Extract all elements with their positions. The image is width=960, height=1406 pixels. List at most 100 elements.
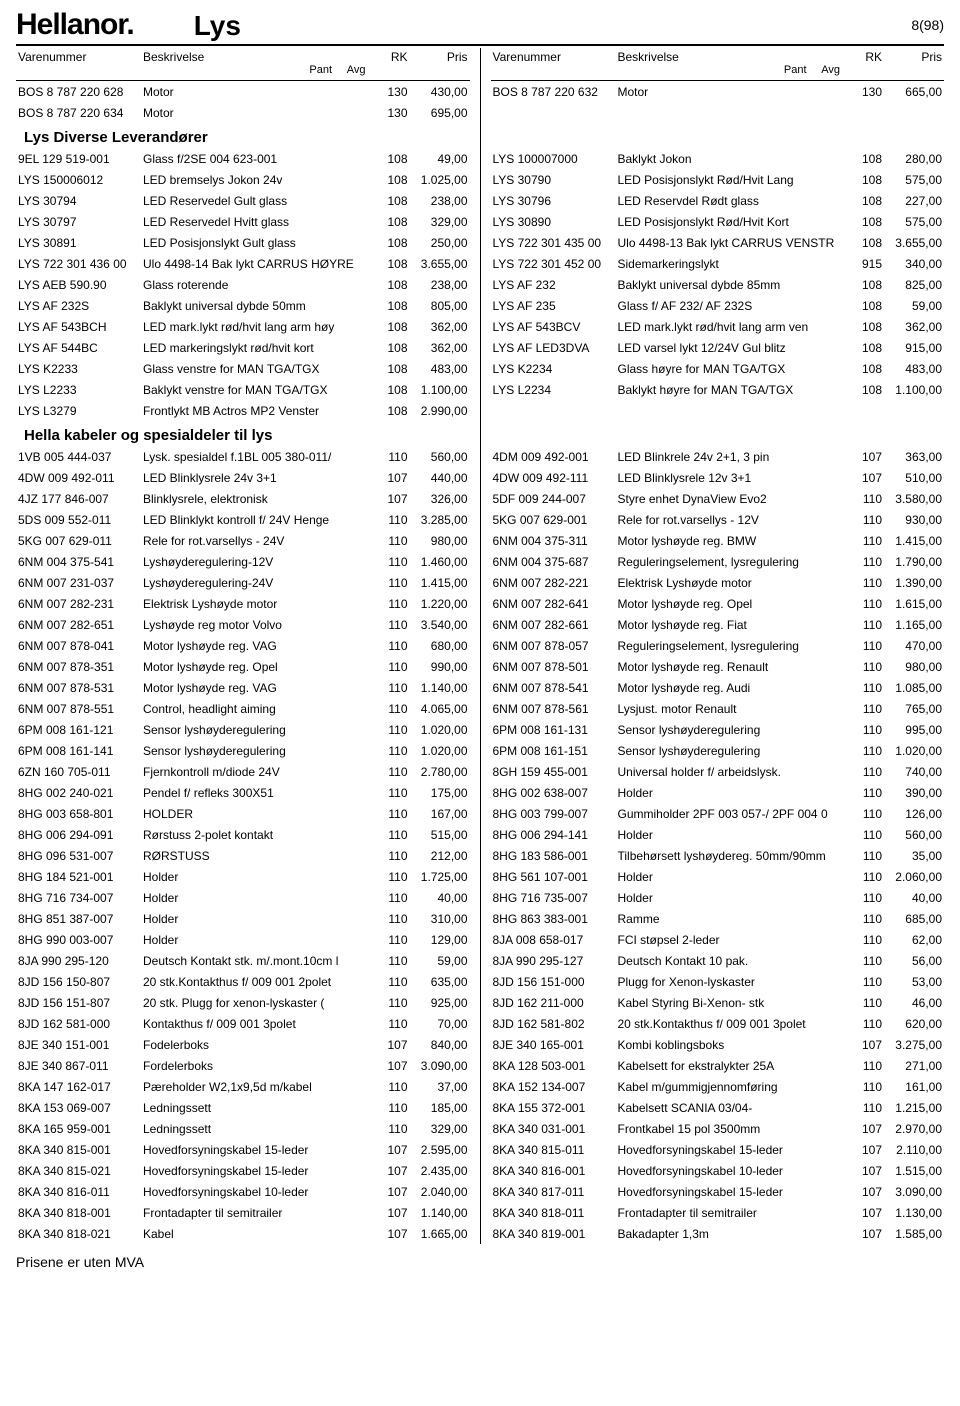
cell-varenummer: 5DF 009 244-007: [491, 488, 616, 509]
cell-varenummer: 6NM 007 878-351: [16, 656, 141, 677]
cell-rk: 107: [374, 1160, 410, 1181]
cell-beskrivelse: Holder: [141, 908, 374, 929]
cell-rk: 108: [848, 274, 884, 295]
table-row: 8JD 156 150-80720 stk.Kontakthus f/ 009 …: [16, 971, 470, 992]
cell-varenummer: 8KA 340 818-021: [16, 1223, 141, 1244]
section-title: Lys Diverse Leverandører: [16, 123, 470, 148]
cell-rk: 110: [848, 971, 884, 992]
cell-pris: 925,00: [410, 992, 470, 1013]
logo: Hellanor.: [16, 8, 134, 42]
cell-pris: 46,00: [884, 992, 944, 1013]
cell-varenummer: LYS 722 301 452 00: [491, 253, 616, 274]
cell-rk: 108: [848, 316, 884, 337]
cell-beskrivelse: Frontlykt MB Actros MP2 Venster: [141, 400, 374, 421]
cell-varenummer: 8HG 183 586-001: [491, 845, 616, 866]
cell-beskrivelse: Holder: [141, 929, 374, 950]
col-pant-avg: Pant Avg: [618, 64, 847, 76]
price-table-left: Varenummer Beskrivelse Pant Avg RK Pris …: [16, 48, 470, 1244]
cell-varenummer: 8KA 340 815-021: [16, 1160, 141, 1181]
cell-varenummer: 4DW 009 492-011: [16, 467, 141, 488]
cell-rk: 107: [848, 1181, 884, 1202]
cell-varenummer: 6PM 008 161-141: [16, 740, 141, 761]
cell-pris: 40,00: [410, 887, 470, 908]
cell-beskrivelse: Motor lyshøyde reg. Audi: [616, 677, 849, 698]
cell-beskrivelse: Motor lyshøyde reg. BMW: [616, 530, 849, 551]
cell-pris: 1.165,00: [884, 614, 944, 635]
table-row: 6NM 007 878-551Control, headlight aiming…: [16, 698, 470, 719]
table-row: 8HG 002 638-007Holder110390,00: [491, 782, 945, 803]
cell-beskrivelse: LED markeringslykt rød/hvit kort: [141, 337, 374, 358]
table-row: LYS K2233Glass venstre for MAN TGA/TGX10…: [16, 358, 470, 379]
cell-pris: 2.780,00: [410, 761, 470, 782]
cell-varenummer: 4DW 009 492-111: [491, 467, 616, 488]
table-row: LYS AF LED3DVALED varsel lykt 12/24V Gul…: [491, 337, 945, 358]
cell-beskrivelse: LED Reservedel Hvitt glass: [141, 211, 374, 232]
cell-varenummer: 6NM 007 282-641: [491, 593, 616, 614]
cell-varenummer: 8JD 156 151-000: [491, 971, 616, 992]
cell-rk: 108: [374, 400, 410, 421]
cell-varenummer: 8KA 152 134-007: [491, 1076, 616, 1097]
cell-varenummer: LYS 722 301 436 00: [16, 253, 141, 274]
cell-rk: 108: [374, 295, 410, 316]
cell-rk: 110: [374, 572, 410, 593]
cell-rk: 108: [848, 337, 884, 358]
cell-rk: 110: [374, 887, 410, 908]
cell-varenummer: LYS L3279: [16, 400, 141, 421]
cell-varenummer: 6PM 008 161-121: [16, 719, 141, 740]
cell-beskrivelse: Motor lyshøyde reg. VAG: [141, 635, 374, 656]
table-row: LYS L2233Baklykt venstre for MAN TGA/TGX…: [16, 379, 470, 400]
cell-pris: 980,00: [410, 530, 470, 551]
cell-pris: 483,00: [884, 358, 944, 379]
table-row: 6NM 007 878-541Motor lyshøyde reg. Audi1…: [491, 677, 945, 698]
table-row: 8KA 147 162-017Pæreholder W2,1x9,5d m/ka…: [16, 1076, 470, 1097]
left-column: Varenummer Beskrivelse Pant Avg RK Pris …: [16, 48, 481, 1244]
cell-beskrivelse: Kabel Styring Bi-Xenon- stk: [616, 992, 849, 1013]
cell-beskrivelse: Rele for rot.varsellys - 24V: [141, 530, 374, 551]
cell-varenummer: 8KA 155 372-001: [491, 1097, 616, 1118]
cell-rk: 110: [374, 509, 410, 530]
table-row: LYS 100007000Baklykt Jokon108280,00: [491, 148, 945, 169]
cell-pris: 930,00: [884, 509, 944, 530]
table-row: 6PM 008 161-151Sensor lyshøyderegulering…: [491, 740, 945, 761]
cell-pris: 37,00: [410, 1076, 470, 1097]
cell-varenummer: 8JD 156 150-807: [16, 971, 141, 992]
table-row: 6NM 007 282-231Elektrisk Lyshøyde motor1…: [16, 593, 470, 614]
table-row: LYS AF 544BCLED markeringslykt rød/hvit …: [16, 337, 470, 358]
col-pris: Pris: [884, 48, 944, 81]
cell-varenummer: LYS AF 235: [491, 295, 616, 316]
cell-beskrivelse: Blinklysrele, elektronisk: [141, 488, 374, 509]
cell-varenummer: 8HG 096 531-007: [16, 845, 141, 866]
cell-varenummer: 8KA 147 162-017: [16, 1076, 141, 1097]
cell-pris: 440,00: [410, 467, 470, 488]
cell-rk: 110: [848, 719, 884, 740]
cell-rk: 108: [374, 169, 410, 190]
page-title: Lys: [194, 10, 912, 42]
cell-pris: 340,00: [884, 253, 944, 274]
cell-rk: 110: [374, 677, 410, 698]
cell-beskrivelse: Hovedforsyningskabel 10-leder: [616, 1160, 849, 1181]
section-title: Hella kabeler og spesialdeler til lys: [16, 421, 470, 446]
cell-beskrivelse: LED mark.lykt rød/hvit lang arm ven: [616, 316, 849, 337]
table-row: 8HG 002 240-021Pendel f/ refleks 300X511…: [16, 782, 470, 803]
cell-beskrivelse: Sidemarkeringslykt: [616, 253, 849, 274]
table-row: 6NM 007 878-531Motor lyshøyde reg. VAG11…: [16, 677, 470, 698]
cell-pris: 980,00: [884, 656, 944, 677]
cell-pris: 390,00: [884, 782, 944, 803]
cell-beskrivelse: LED Blinklysrele 12v 3+1: [616, 467, 849, 488]
cell-rk: 110: [848, 803, 884, 824]
cell-rk: 110: [374, 1097, 410, 1118]
col-beskrivelse-label: Beskrivelse: [143, 50, 204, 64]
table-row: 9EL 129 519-001Glass f/2SE 004 623-00110…: [16, 148, 470, 169]
cell-pris: 560,00: [884, 824, 944, 845]
cell-pris: 59,00: [884, 295, 944, 316]
cell-pris: 175,00: [410, 782, 470, 803]
cell-varenummer: 8HG 003 658-801: [16, 803, 141, 824]
cell-pris: 990,00: [410, 656, 470, 677]
cell-pris: 740,00: [884, 761, 944, 782]
cell-pris: 238,00: [410, 274, 470, 295]
cell-pris: 326,00: [410, 488, 470, 509]
cell-rk: 110: [374, 1013, 410, 1034]
cell-beskrivelse: LED Blinklysrele 24v 3+1: [141, 467, 374, 488]
cell-rk: 110: [848, 1055, 884, 1076]
cell-pris: 329,00: [410, 211, 470, 232]
